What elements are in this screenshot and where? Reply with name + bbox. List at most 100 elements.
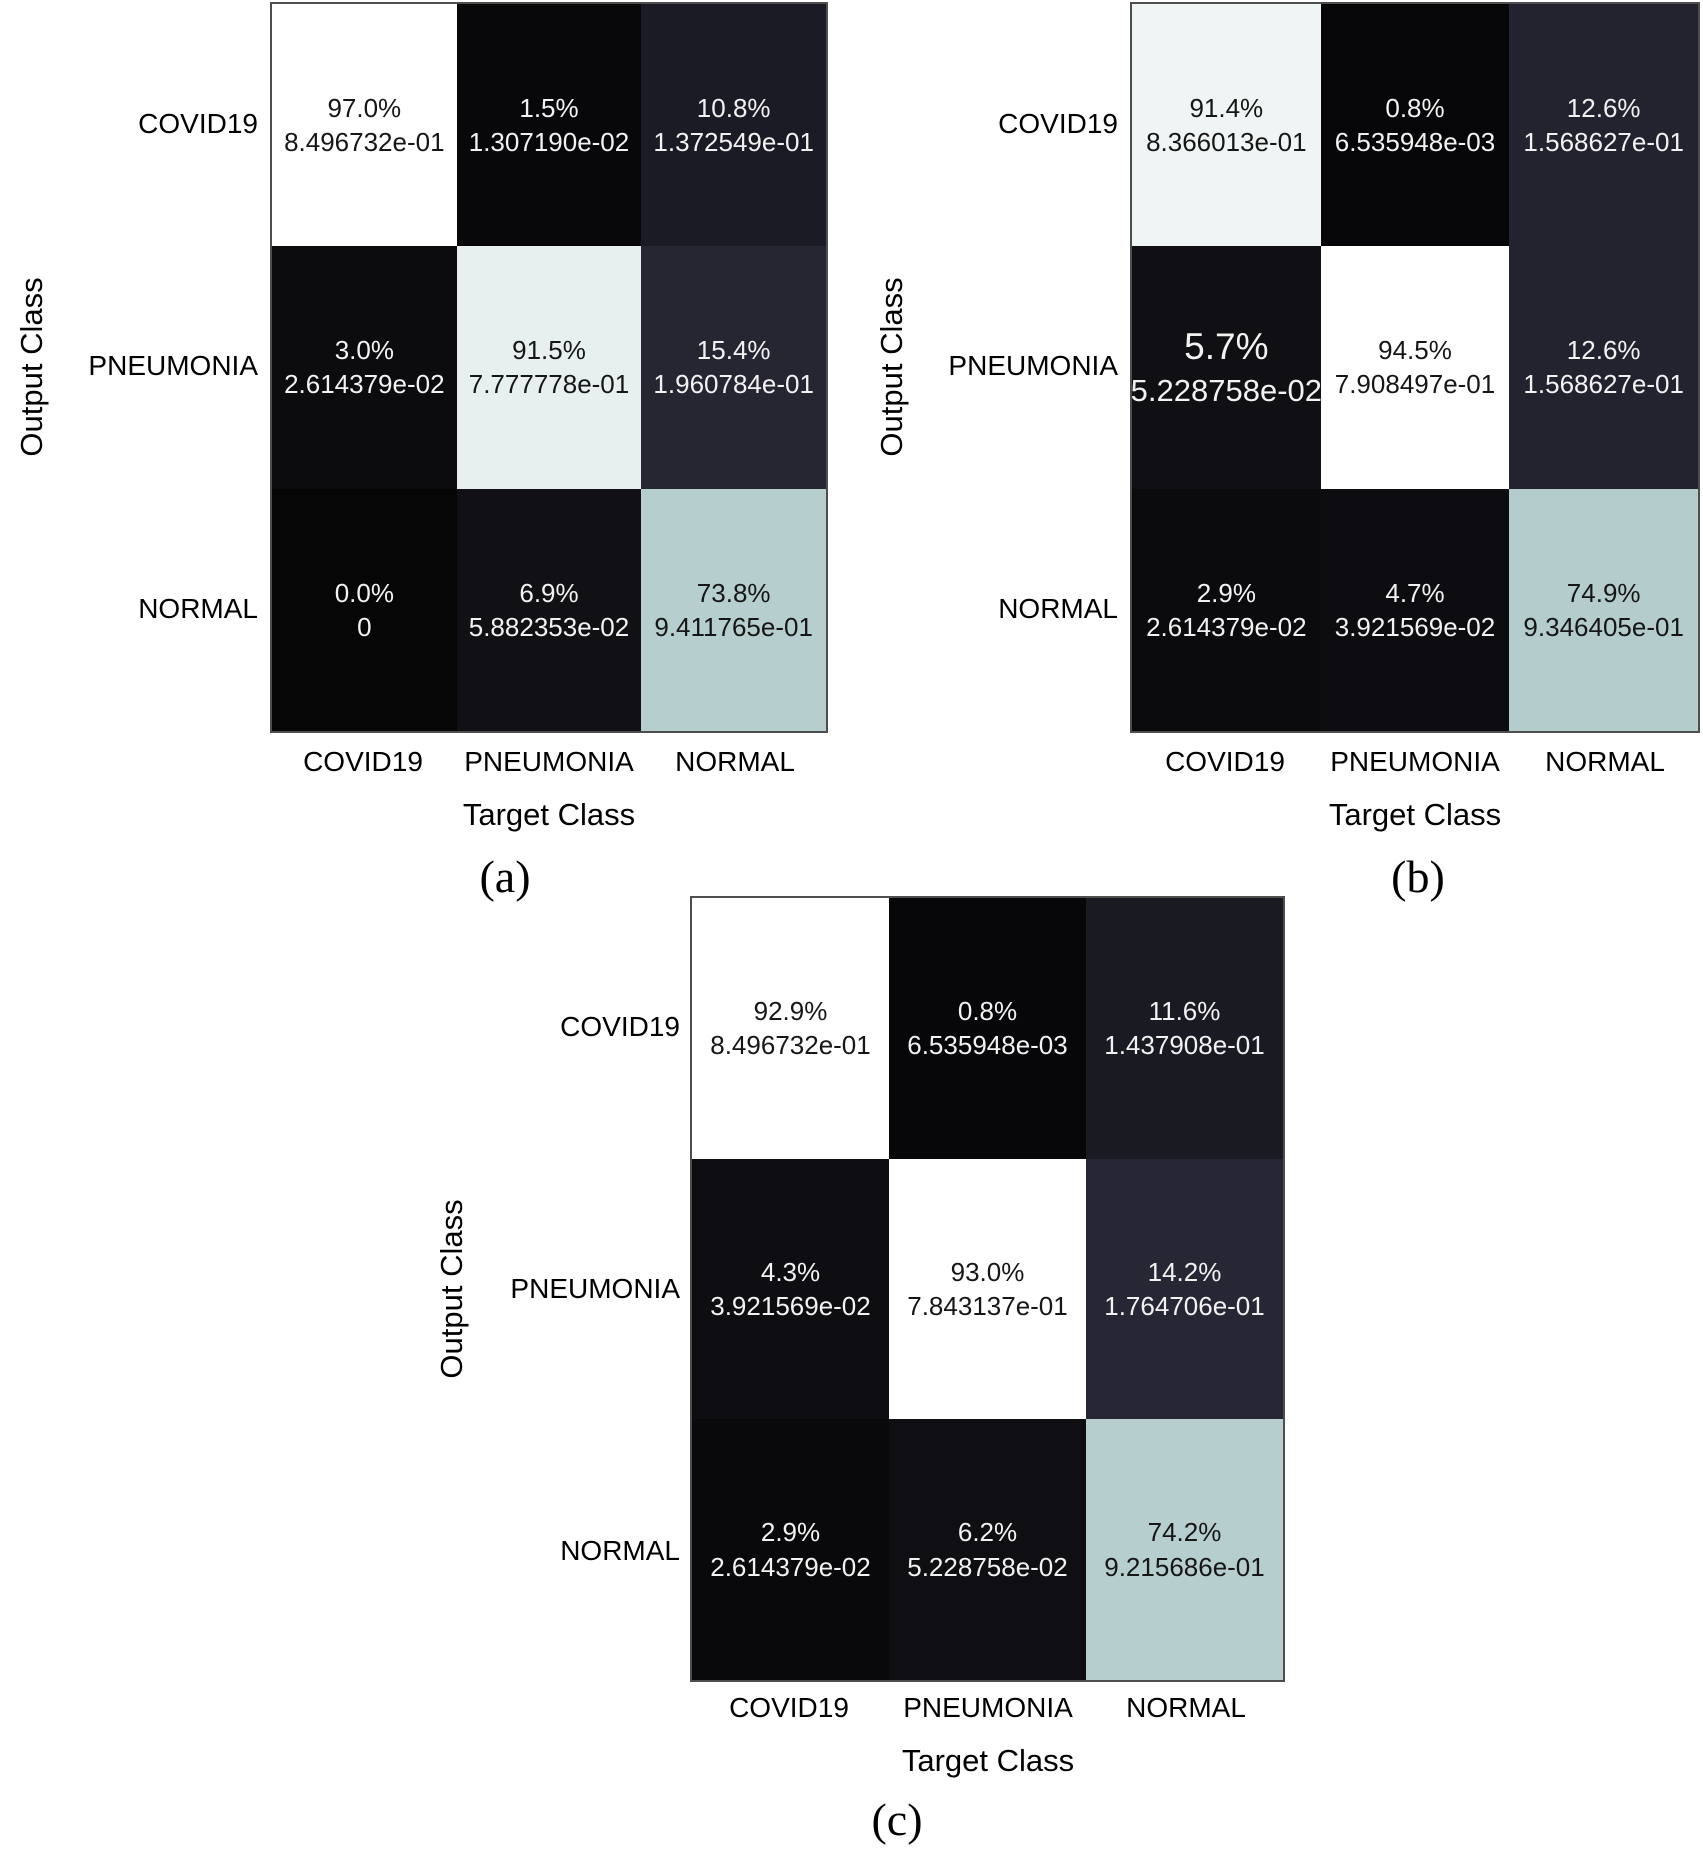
x-tick-a-covid19: COVID19 bbox=[303, 746, 423, 777]
cell-percent: 0.8% bbox=[1385, 92, 1445, 123]
row-label-a-pneumonia: PNEUMONIA bbox=[88, 350, 258, 381]
cell-percent: 0.0% bbox=[334, 577, 394, 608]
matrix-cell: 2.9% 2.614379e-02 bbox=[1132, 488, 1321, 731]
x-tick-c-pneumonia: PNEUMONIA bbox=[903, 1692, 1073, 1723]
x-tick-a-normal: NORMAL bbox=[675, 746, 795, 777]
cell-percent: 5.7% bbox=[1184, 325, 1269, 367]
cell-value: 6.535948e-03 bbox=[907, 1030, 1068, 1061]
row-label-c-covid19: COVID19 bbox=[560, 1011, 680, 1042]
cell-value: 0 bbox=[357, 611, 372, 642]
cell-value: 6.535948e-03 bbox=[1334, 127, 1496, 158]
cell-value: 2.614379e-02 bbox=[710, 1551, 871, 1582]
matrix-cell: 93.0% 7.843137e-01 bbox=[889, 1158, 1086, 1420]
matrix-cell: 15.4% 1.960784e-01 bbox=[641, 246, 826, 489]
x-tick-b-normal: NORMAL bbox=[1545, 746, 1665, 777]
x-axis-label-b: Target Class bbox=[1328, 797, 1502, 832]
cell-value: 5.228758e-02 bbox=[907, 1551, 1068, 1582]
cell-percent: 3.0% bbox=[334, 335, 394, 366]
matrix-cell: 3.0% 2.614379e-02 bbox=[272, 246, 457, 489]
x-tick-c-normal: NORMAL bbox=[1126, 1692, 1246, 1723]
cell-value: 2.614379e-02 bbox=[284, 369, 445, 400]
cell-value: 1.568627e-01 bbox=[1523, 127, 1684, 158]
row-label-a-normal: NORMAL bbox=[138, 593, 258, 624]
matrix-cell: 11.6% 1.437908e-01 bbox=[1086, 898, 1283, 1159]
cell-percent: 92.9% bbox=[753, 996, 828, 1027]
cell-percent: 4.3% bbox=[760, 1256, 821, 1287]
cell-percent: 11.6% bbox=[1148, 996, 1221, 1027]
cell-percent: 74.9% bbox=[1566, 577, 1641, 608]
cell-value: 5.882353e-02 bbox=[468, 611, 630, 642]
matrix-cell: 0.8% 6.535948e-03 bbox=[1320, 4, 1510, 247]
cell-value: 1.437908e-01 bbox=[1104, 1030, 1265, 1061]
subplot-caption-a: (a) bbox=[479, 851, 531, 902]
matrix-cell: 0.0% 0 bbox=[272, 488, 457, 731]
matrix-cell: 92.9% 8.496732e-01 bbox=[692, 898, 889, 1159]
matrix-cell: 91.4% 8.366013e-01 bbox=[1132, 4, 1321, 247]
matrix-cell: 14.2% 1.764706e-01 bbox=[1086, 1158, 1283, 1420]
cell-value: 1.764706e-01 bbox=[1104, 1290, 1265, 1321]
matrix-cell: 94.5% 7.908497e-01 bbox=[1320, 246, 1510, 489]
matrix-cell: 12.6% 1.568627e-01 bbox=[1509, 4, 1698, 247]
cell-percent: 73.8% bbox=[696, 577, 771, 608]
cell-percent: 91.5% bbox=[512, 335, 586, 366]
matrix-cell: 6.9% 5.882353e-02 bbox=[456, 488, 642, 731]
cell-value: 3.921569e-02 bbox=[1334, 611, 1496, 642]
cell-value: 9.346405e-01 bbox=[1523, 611, 1684, 642]
row-label-b-normal: NORMAL bbox=[998, 593, 1118, 624]
matrix-cell: 2.9% 2.614379e-02 bbox=[692, 1419, 889, 1680]
confusion-matrix-a: 97.0% 8.496732e-01 1.5% 1.307190e-02 10.… bbox=[270, 2, 828, 733]
cell-value: 5.228758e-02 bbox=[1132, 373, 1321, 409]
cell-percent: 2.9% bbox=[1196, 577, 1256, 608]
row-label-a-covid19: COVID19 bbox=[138, 108, 258, 139]
cell-percent: 0.8% bbox=[957, 996, 1018, 1027]
cell-value: 7.908497e-01 bbox=[1334, 369, 1496, 400]
matrix-cell: 97.0% 8.496732e-01 bbox=[272, 4, 457, 247]
matrix-cell: 74.9% 9.346405e-01 bbox=[1509, 488, 1698, 731]
cell-value: 1.372549e-01 bbox=[653, 127, 814, 158]
cell-value: 7.843137e-01 bbox=[907, 1290, 1068, 1321]
matrix-cell: 1.5% 1.307190e-02 bbox=[456, 4, 642, 247]
cell-percent: 10.8% bbox=[696, 92, 771, 123]
matrix-cell: 10.8% 1.372549e-01 bbox=[641, 4, 826, 247]
matrix-cell: 0.8% 6.535948e-03 bbox=[889, 898, 1086, 1159]
matrix-cell: 4.7% 3.921569e-02 bbox=[1320, 488, 1510, 731]
cell-value: 3.921569e-02 bbox=[710, 1290, 871, 1321]
cell-percent: 74.2% bbox=[1147, 1517, 1222, 1548]
cell-value: 1.307190e-02 bbox=[468, 127, 630, 158]
matrix-cell: 73.8% 9.411765e-01 bbox=[641, 488, 826, 731]
cell-value: 1.568627e-01 bbox=[1523, 369, 1684, 400]
matrix-cell: 91.5% 7.777778e-01 bbox=[456, 246, 642, 489]
cell-percent: 91.4% bbox=[1189, 92, 1264, 123]
row-label-c-pneumonia: PNEUMONIA bbox=[510, 1273, 680, 1304]
cell-percent: 4.7% bbox=[1385, 577, 1445, 608]
cell-value: 8.496732e-01 bbox=[284, 127, 445, 158]
row-label-b-covid19: COVID19 bbox=[998, 108, 1118, 139]
matrix-cell: 74.2% 9.215686e-01 bbox=[1086, 1419, 1283, 1680]
cell-value: 1.960784e-01 bbox=[653, 369, 814, 400]
cell-percent: 93.0% bbox=[950, 1256, 1025, 1287]
matrix-cell: 6.2% 5.228758e-02 bbox=[889, 1419, 1086, 1680]
cell-value: 8.366013e-01 bbox=[1146, 127, 1307, 158]
cell-percent: 1.5% bbox=[519, 92, 579, 123]
cell-value: 8.496732e-01 bbox=[710, 1030, 871, 1061]
matrix-cell-overflow: 5.7% 5.228758e-02 bbox=[1132, 246, 1321, 489]
cell-percent: 6.9% bbox=[519, 577, 579, 608]
cell-percent: 12.6% bbox=[1566, 335, 1641, 366]
subplot-caption-b: (b) bbox=[1391, 851, 1445, 902]
matrix-cell: 12.6% 1.568627e-01 bbox=[1509, 246, 1698, 489]
x-tick-b-pneumonia: PNEUMONIA bbox=[1330, 746, 1500, 777]
cell-value: 7.777778e-01 bbox=[468, 369, 630, 400]
cell-percent: 14.2% bbox=[1147, 1256, 1222, 1287]
cell-percent: 2.9% bbox=[760, 1517, 821, 1548]
x-tick-c-covid19: COVID19 bbox=[729, 1692, 849, 1723]
cell-percent: 6.2% bbox=[957, 1517, 1018, 1548]
row-label-b-pneumonia: PNEUMONIA bbox=[948, 350, 1118, 381]
x-axis-label-c: Target Class bbox=[901, 1743, 1075, 1778]
x-axis-label-a: Target Class bbox=[462, 797, 636, 832]
x-tick-b-covid19: COVID19 bbox=[1165, 746, 1285, 777]
confusion-matrix-b: 91.4% 8.366013e-01 0.8% 6.535948e-03 12.… bbox=[1130, 2, 1700, 733]
cell-percent: 15.4% bbox=[696, 335, 771, 366]
cell-percent: 12.6% bbox=[1566, 92, 1641, 123]
cell-value: 2.614379e-02 bbox=[1146, 611, 1307, 642]
